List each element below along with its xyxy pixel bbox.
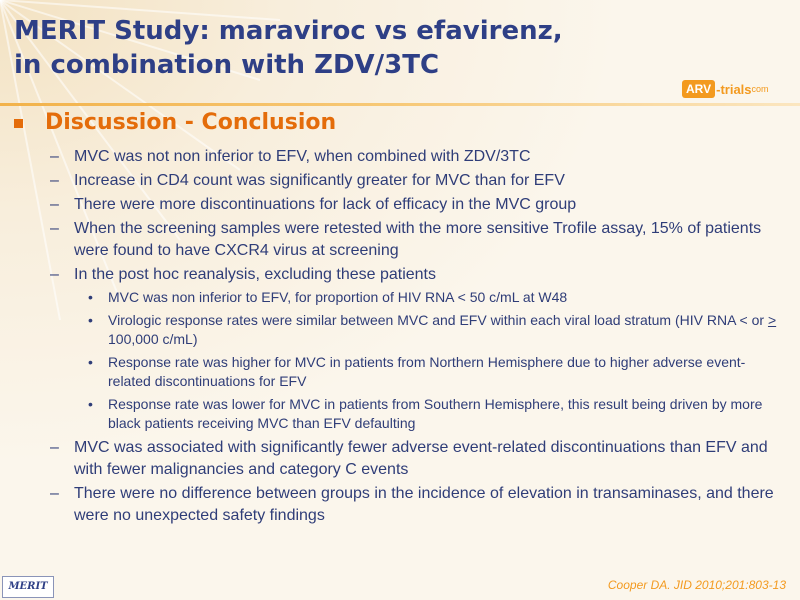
sub-bullet-text-after: 100,000 c/mL): [108, 331, 198, 347]
bullet-text: There were more discontinuations for lac…: [74, 196, 577, 213]
section-heading-text: Discussion - Conclusion: [45, 110, 337, 135]
logo-badge: ARV: [682, 80, 716, 98]
bullet-item: – There were more discontinuations for la…: [0, 194, 800, 216]
bullet-text: MVC was associated with significantly fe…: [74, 439, 768, 478]
sub-bullet-item: • Virologic response rates were similar b…: [0, 311, 800, 349]
dot-bullet-icon: •: [88, 312, 93, 328]
title-line-2: in combination with ZDV/3TC: [14, 50, 440, 80]
bullet-text: There were no difference between groups …: [74, 485, 774, 524]
dot-bullet-icon: •: [88, 289, 93, 305]
dot-bullet-icon: •: [88, 396, 93, 412]
bullet-item: – MVC was associated with significantly f…: [0, 437, 800, 481]
citation: Cooper DA. JID 2010;201:803-13: [607, 578, 786, 592]
dash-bullet-icon: –: [50, 266, 59, 283]
bullet-item: – When the screening samples were reteste…: [0, 218, 800, 262]
title-line-1: MERIT Study: maraviroc vs efavirenz,: [14, 16, 563, 46]
dash-bullet-icon: –: [50, 196, 59, 213]
bullet-text: Increase in CD4 count was significantly …: [74, 172, 565, 189]
sub-bullet-text: Response rate was higher for MVC in pati…: [108, 354, 746, 389]
sub-bullet-text: Response rate was lower for MVC in patie…: [108, 396, 763, 431]
title-divider: [0, 103, 800, 106]
sub-bullet-item: • MVC was non inferior to EFV, for propor…: [0, 288, 800, 307]
bullet-item: – In the post hoc reanalysis, excluding t…: [0, 264, 800, 286]
bullet-item: – MVC was not non inferior to EFV, when c…: [0, 146, 800, 168]
bullet-list: – MVC was not non inferior to EFV, when c…: [0, 146, 800, 529]
bullet-text: In the post hoc reanalysis, excluding th…: [74, 266, 436, 283]
section-heading: Discussion - Conclusion: [14, 108, 336, 138]
bullet-item: – Increase in CD4 count was significantly…: [0, 170, 800, 192]
logo-suffix: com: [751, 84, 769, 94]
slide-title: MERIT Study: maraviroc vs efavirenz, in …: [14, 14, 563, 82]
bullet-text: MVC was not non inferior to EFV, when co…: [74, 148, 531, 165]
dot-bullet-icon: •: [88, 354, 93, 370]
sub-bullet-text-before: Virologic response rates were similar be…: [108, 312, 768, 328]
arv-trials-logo: ARV -trials com: [682, 78, 769, 100]
bullet-text: When the screening samples were retested…: [74, 220, 762, 259]
dash-bullet-icon: –: [50, 439, 59, 456]
sub-bullet-item: • Response rate was higher for MVC in pat…: [0, 353, 800, 391]
sub-bullet-item: • Response rate was lower for MVC in pati…: [0, 395, 800, 433]
dash-bullet-icon: –: [50, 485, 59, 502]
square-bullet-icon: [14, 118, 23, 128]
sub-bullet-text: MVC was non inferior to EFV, for proport…: [108, 289, 568, 305]
bullet-item: – There were no difference between groups…: [0, 483, 800, 527]
merit-footer-badge: MERIT: [2, 576, 54, 598]
greater-equal-symbol: >: [767, 312, 777, 328]
logo-text: -trials: [716, 81, 752, 97]
dash-bullet-icon: –: [50, 172, 59, 189]
dash-bullet-icon: –: [50, 148, 59, 165]
dash-bullet-icon: –: [50, 220, 59, 237]
